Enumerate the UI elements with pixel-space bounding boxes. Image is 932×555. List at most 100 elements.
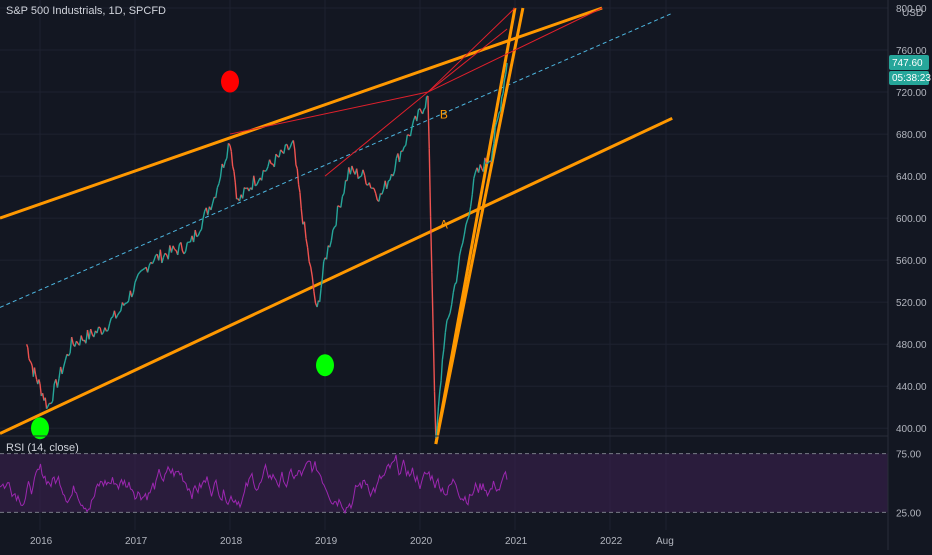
price-segment — [178, 244, 180, 254]
price-segment — [198, 232, 200, 236]
price-segment — [208, 207, 210, 215]
price-segment — [442, 350, 443, 360]
price-segment — [124, 303, 126, 305]
price-segment — [452, 293, 454, 305]
y-tick-label: 400.00 — [896, 424, 927, 435]
price-segment — [65, 354, 67, 360]
price-segment — [320, 288, 321, 301]
price-segment — [344, 180, 346, 193]
x-tick-label: 2016 — [30, 536, 53, 547]
rsi-upper-label: 75.00 — [896, 450, 921, 461]
price-segment — [224, 162, 226, 168]
price-segment — [306, 238, 308, 247]
price-segment — [322, 262, 323, 278]
price-segment — [424, 108, 425, 110]
price-segment — [433, 331, 434, 391]
price-segment — [428, 96, 429, 148]
trendline — [0, 8, 602, 218]
price-segment — [382, 189, 384, 194]
price-segment — [152, 260, 154, 263]
fan-line — [230, 92, 428, 134]
price-segment — [474, 172, 476, 178]
price-segment — [76, 341, 78, 343]
price-segment — [48, 403, 50, 406]
price-segment — [121, 302, 123, 311]
price-segment — [181, 242, 183, 251]
price-segment — [99, 327, 101, 328]
annotation-label: A — [440, 218, 448, 232]
price-segment — [480, 164, 482, 168]
price-segment — [435, 391, 436, 438]
price-segment — [499, 111, 500, 112]
price-segment — [393, 171, 395, 176]
x-tick-label: 2022 — [600, 536, 623, 547]
price-segment — [331, 230, 333, 241]
price-segment — [450, 305, 452, 313]
price-segment — [197, 235, 199, 236]
price-segment — [62, 366, 64, 374]
y-tick-label: 480.00 — [896, 340, 927, 351]
price-segment — [309, 262, 311, 267]
price-segment — [404, 145, 406, 146]
price-segment — [127, 301, 129, 303]
y-tick-label: 520.00 — [896, 298, 927, 309]
price-segment — [51, 401, 53, 403]
price-segment — [390, 174, 392, 180]
price-segment — [141, 270, 143, 271]
price-segment — [463, 235, 465, 243]
price-segment — [487, 163, 489, 164]
countdown-label: 05:38:23 — [892, 73, 931, 84]
price-segment — [429, 148, 430, 216]
price-segment — [423, 109, 424, 113]
price-segment — [308, 247, 310, 261]
price-segment — [175, 249, 177, 250]
price-segment — [379, 194, 381, 202]
price-segment — [387, 181, 389, 189]
price-segment — [464, 225, 466, 235]
price-segment — [333, 227, 335, 230]
price-segment — [374, 189, 376, 194]
price-segment — [279, 150, 281, 157]
price-segment — [202, 219, 204, 230]
x-tick-label: 2018 — [220, 536, 243, 547]
price-segment — [257, 181, 259, 184]
price-segment — [118, 313, 120, 315]
price-segment — [211, 204, 213, 210]
price-segment — [254, 176, 256, 186]
price-segment — [314, 292, 316, 303]
price-segment — [317, 301, 318, 307]
price-segment — [70, 337, 72, 353]
price-segment — [438, 391, 439, 406]
price-segment — [460, 248, 462, 255]
price-segment — [200, 229, 202, 231]
price-segment — [293, 140, 294, 149]
price-segment — [213, 197, 215, 203]
price-segment — [184, 251, 186, 254]
x-tick-label: 2020 — [410, 536, 433, 547]
price-segment — [64, 360, 66, 366]
price-segment — [300, 192, 301, 208]
price-segment — [138, 272, 140, 274]
y-tick-label: 640.00 — [896, 172, 927, 183]
price-segment — [445, 321, 447, 333]
y-tick-label: 600.00 — [896, 214, 927, 225]
x-tick-label: 2017 — [125, 536, 148, 547]
price-segment — [30, 361, 31, 362]
price-segment — [342, 193, 344, 196]
red-marker — [221, 71, 239, 93]
price-segment — [34, 368, 35, 375]
price-segment — [231, 151, 232, 166]
price-segment — [186, 243, 188, 252]
price-segment — [503, 80, 504, 93]
annotation-label: B — [440, 107, 448, 121]
price-segment — [233, 166, 234, 171]
price-series — [27, 63, 507, 438]
price-segment — [297, 169, 298, 185]
price-segment — [27, 344, 28, 347]
price-segment — [110, 318, 112, 324]
price-segment — [270, 160, 272, 164]
price-segment — [395, 159, 397, 171]
price-segment — [417, 110, 419, 121]
